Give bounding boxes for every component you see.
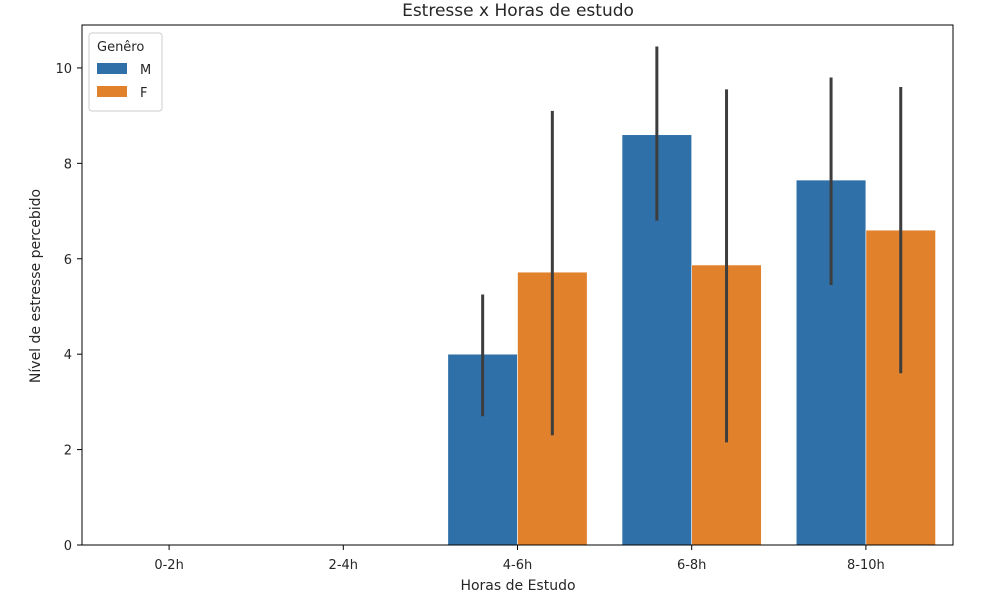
y-axis-label: Nível de estresse percebido — [28, 189, 44, 383]
y-tick-label: 6 — [64, 253, 72, 268]
x-tick-label: 4-6h — [503, 558, 532, 573]
x-tick-label: 0-2h — [154, 558, 183, 573]
y-tick-label: 8 — [64, 157, 72, 172]
x-tick-label: 6-8h — [677, 558, 706, 573]
legend-swatch-f — [97, 86, 127, 97]
bars-layer — [447, 134, 936, 546]
legend-swatch-m — [97, 63, 127, 74]
legend-label-f: F — [140, 86, 147, 101]
error-bars-layer — [481, 46, 903, 443]
y-ticks: 0 2 4 6 8 10 — [55, 62, 82, 554]
x-axis-label: Horas de Estudo — [460, 578, 575, 594]
y-tick-label: 2 — [64, 444, 72, 459]
legend-label-m: M — [140, 63, 151, 78]
chart-title: Estresse x Horas de estudo — [402, 1, 634, 21]
legend: Genêro M F — [88, 32, 163, 112]
x-ticks: 0-2h 2-4h 4-6h 6-8h 8-10h — [154, 545, 885, 573]
y-tick-label: 0 — [64, 539, 72, 554]
legend-title: Genêro — [97, 40, 144, 55]
plot-frame — [81, 24, 954, 546]
x-tick-label: 8-10h — [847, 558, 885, 573]
y-tick-label: 10 — [55, 62, 72, 77]
y-tick-label: 4 — [64, 348, 72, 363]
x-tick-label: 2-4h — [329, 558, 358, 573]
